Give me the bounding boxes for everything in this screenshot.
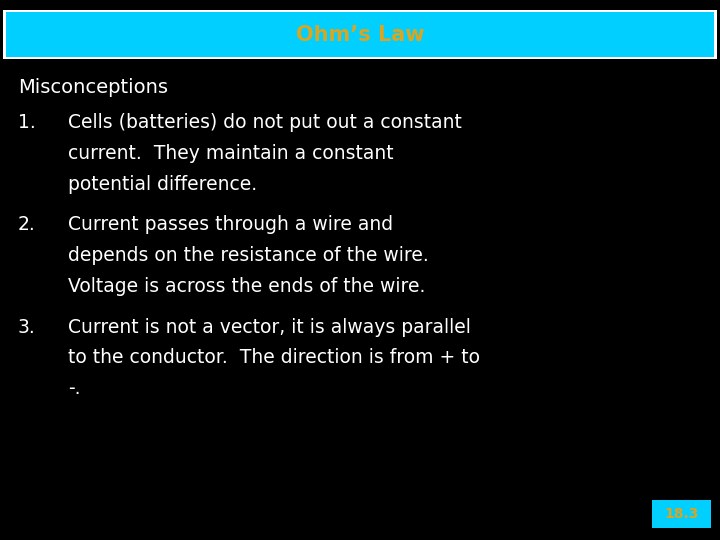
Text: Cells (batteries) do not put out a constant: Cells (batteries) do not put out a const… [68, 113, 462, 132]
Text: Ohm’s Law: Ohm’s Law [296, 24, 424, 45]
Text: current.  They maintain a constant: current. They maintain a constant [68, 144, 394, 163]
Text: 1.: 1. [18, 113, 36, 132]
Text: Misconceptions: Misconceptions [18, 78, 168, 97]
Text: 2.: 2. [18, 215, 36, 234]
Text: Voltage is across the ends of the wire.: Voltage is across the ends of the wire. [68, 277, 426, 296]
Text: Current is not a vector, it is always parallel: Current is not a vector, it is always pa… [68, 318, 472, 336]
FancyBboxPatch shape [652, 500, 711, 528]
FancyBboxPatch shape [6, 12, 714, 57]
Text: to the conductor.  The direction is from + to: to the conductor. The direction is from … [68, 348, 480, 367]
Text: Current passes through a wire and: Current passes through a wire and [68, 215, 394, 234]
Text: depends on the resistance of the wire.: depends on the resistance of the wire. [68, 246, 429, 265]
Text: 3.: 3. [18, 318, 36, 336]
FancyBboxPatch shape [3, 10, 717, 59]
Text: potential difference.: potential difference. [68, 175, 258, 194]
Text: -.: -. [68, 379, 81, 398]
Text: 18.3: 18.3 [665, 507, 698, 521]
